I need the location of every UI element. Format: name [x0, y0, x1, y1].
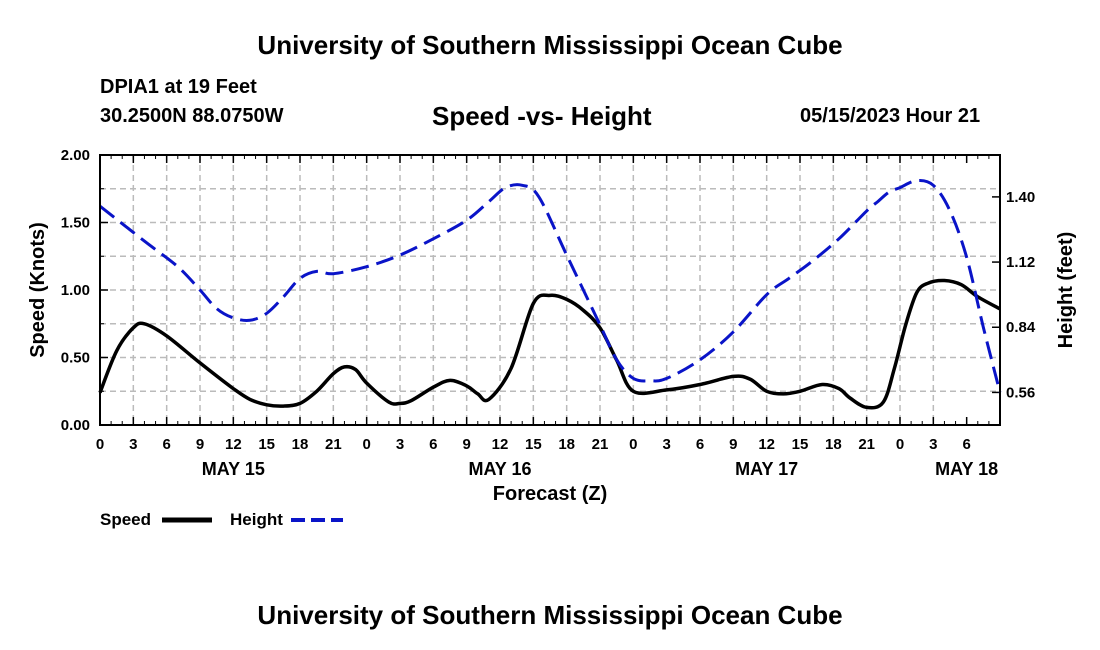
forecast-datetime: 05/15/2023 Hour 21	[800, 105, 981, 127]
y-tick-label: 2.00	[61, 147, 90, 164]
x-tick-label: 15	[525, 436, 542, 453]
x-tick-label: 21	[858, 436, 875, 453]
y-tick-label: 1.50	[61, 215, 90, 232]
x-tick-label: 15	[258, 436, 275, 453]
x-tick-label: 3	[129, 436, 137, 453]
height-series-line	[99, 178, 1002, 393]
x-tick-label: 9	[196, 436, 204, 453]
x-tick-label: 21	[325, 436, 342, 453]
x-tick-label: 0	[896, 436, 904, 453]
y2-axis-title: Height (feet)	[1055, 232, 1077, 349]
y2-tick-label: 0.56	[1006, 384, 1035, 401]
grid	[100, 155, 1000, 425]
x-tick-label: 21	[592, 436, 609, 453]
x-tick-label: 3	[662, 436, 670, 453]
x-tick-label: 3	[396, 436, 404, 453]
x-tick-label: 6	[696, 436, 704, 453]
x-tick-label: 9	[729, 436, 737, 453]
station-label: DPIA1 at 19 Feet	[100, 76, 257, 98]
chart-title: Speed -vs- Height	[432, 101, 652, 131]
x-tick-label: 12	[758, 436, 775, 453]
day-label: MAY 15	[202, 459, 265, 479]
y2-tick-label: 1.40	[1006, 189, 1035, 206]
x-tick-label: 0	[96, 436, 104, 453]
x-tick-label: 15	[792, 436, 809, 453]
x-tick-label: 0	[629, 436, 637, 453]
legend-height-label: Height	[230, 510, 283, 529]
page-title: University of Southern Mississippi Ocean…	[257, 30, 843, 60]
x-tick-label: 12	[492, 436, 509, 453]
y2-tick-label: 0.84	[1006, 319, 1036, 336]
y2-tick-label: 1.12	[1006, 254, 1035, 271]
x-axis-title: Forecast (Z)	[493, 483, 607, 505]
x-tick-label: 18	[558, 436, 575, 453]
plot-frame	[99, 154, 1001, 426]
axis-labels: 0 3 6 9 12 15 18 21 0 3 6 9 12 15 18 21 0 3 6 9 12 15 18 21 0 3 6 0…	[61, 147, 1036, 479]
day-label: MAY 18	[935, 459, 998, 479]
x-tick-label: 0	[362, 436, 370, 453]
x-tick-label: 3	[929, 436, 937, 453]
x-tick-label: 6	[429, 436, 437, 453]
legend: Speed Height	[100, 510, 343, 529]
x-tick-label: 6	[962, 436, 970, 453]
footer-title: University of Southern Mississippi Ocean…	[257, 600, 843, 630]
day-label: MAY 16	[468, 459, 531, 479]
y-tick-label: 0.00	[61, 417, 90, 434]
x-tick-label: 6	[162, 436, 170, 453]
x-tick-label: 12	[225, 436, 242, 453]
legend-speed-label: Speed	[100, 510, 151, 529]
x-tick-label: 18	[292, 436, 309, 453]
x-tick-label: 9	[462, 436, 470, 453]
x-tick-label: 18	[825, 436, 842, 453]
y-axis-title: Speed (Knots)	[27, 222, 49, 358]
speed-series-line	[98, 278, 1001, 410]
coordinates-label: 30.2500N 88.0750W	[100, 105, 284, 127]
y-tick-label: 0.50	[61, 350, 90, 367]
y-tick-label: 1.00	[61, 282, 90, 299]
day-label: MAY 17	[735, 459, 798, 479]
